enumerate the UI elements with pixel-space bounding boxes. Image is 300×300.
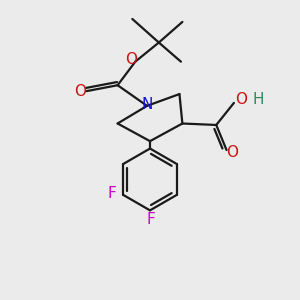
Text: O: O — [74, 84, 86, 99]
Text: O: O — [125, 52, 137, 67]
Text: O: O — [236, 92, 247, 107]
Text: F: F — [108, 186, 116, 201]
Text: N: N — [141, 97, 153, 112]
Text: O: O — [226, 146, 238, 160]
Text: H: H — [252, 92, 264, 107]
Text: F: F — [146, 212, 155, 227]
